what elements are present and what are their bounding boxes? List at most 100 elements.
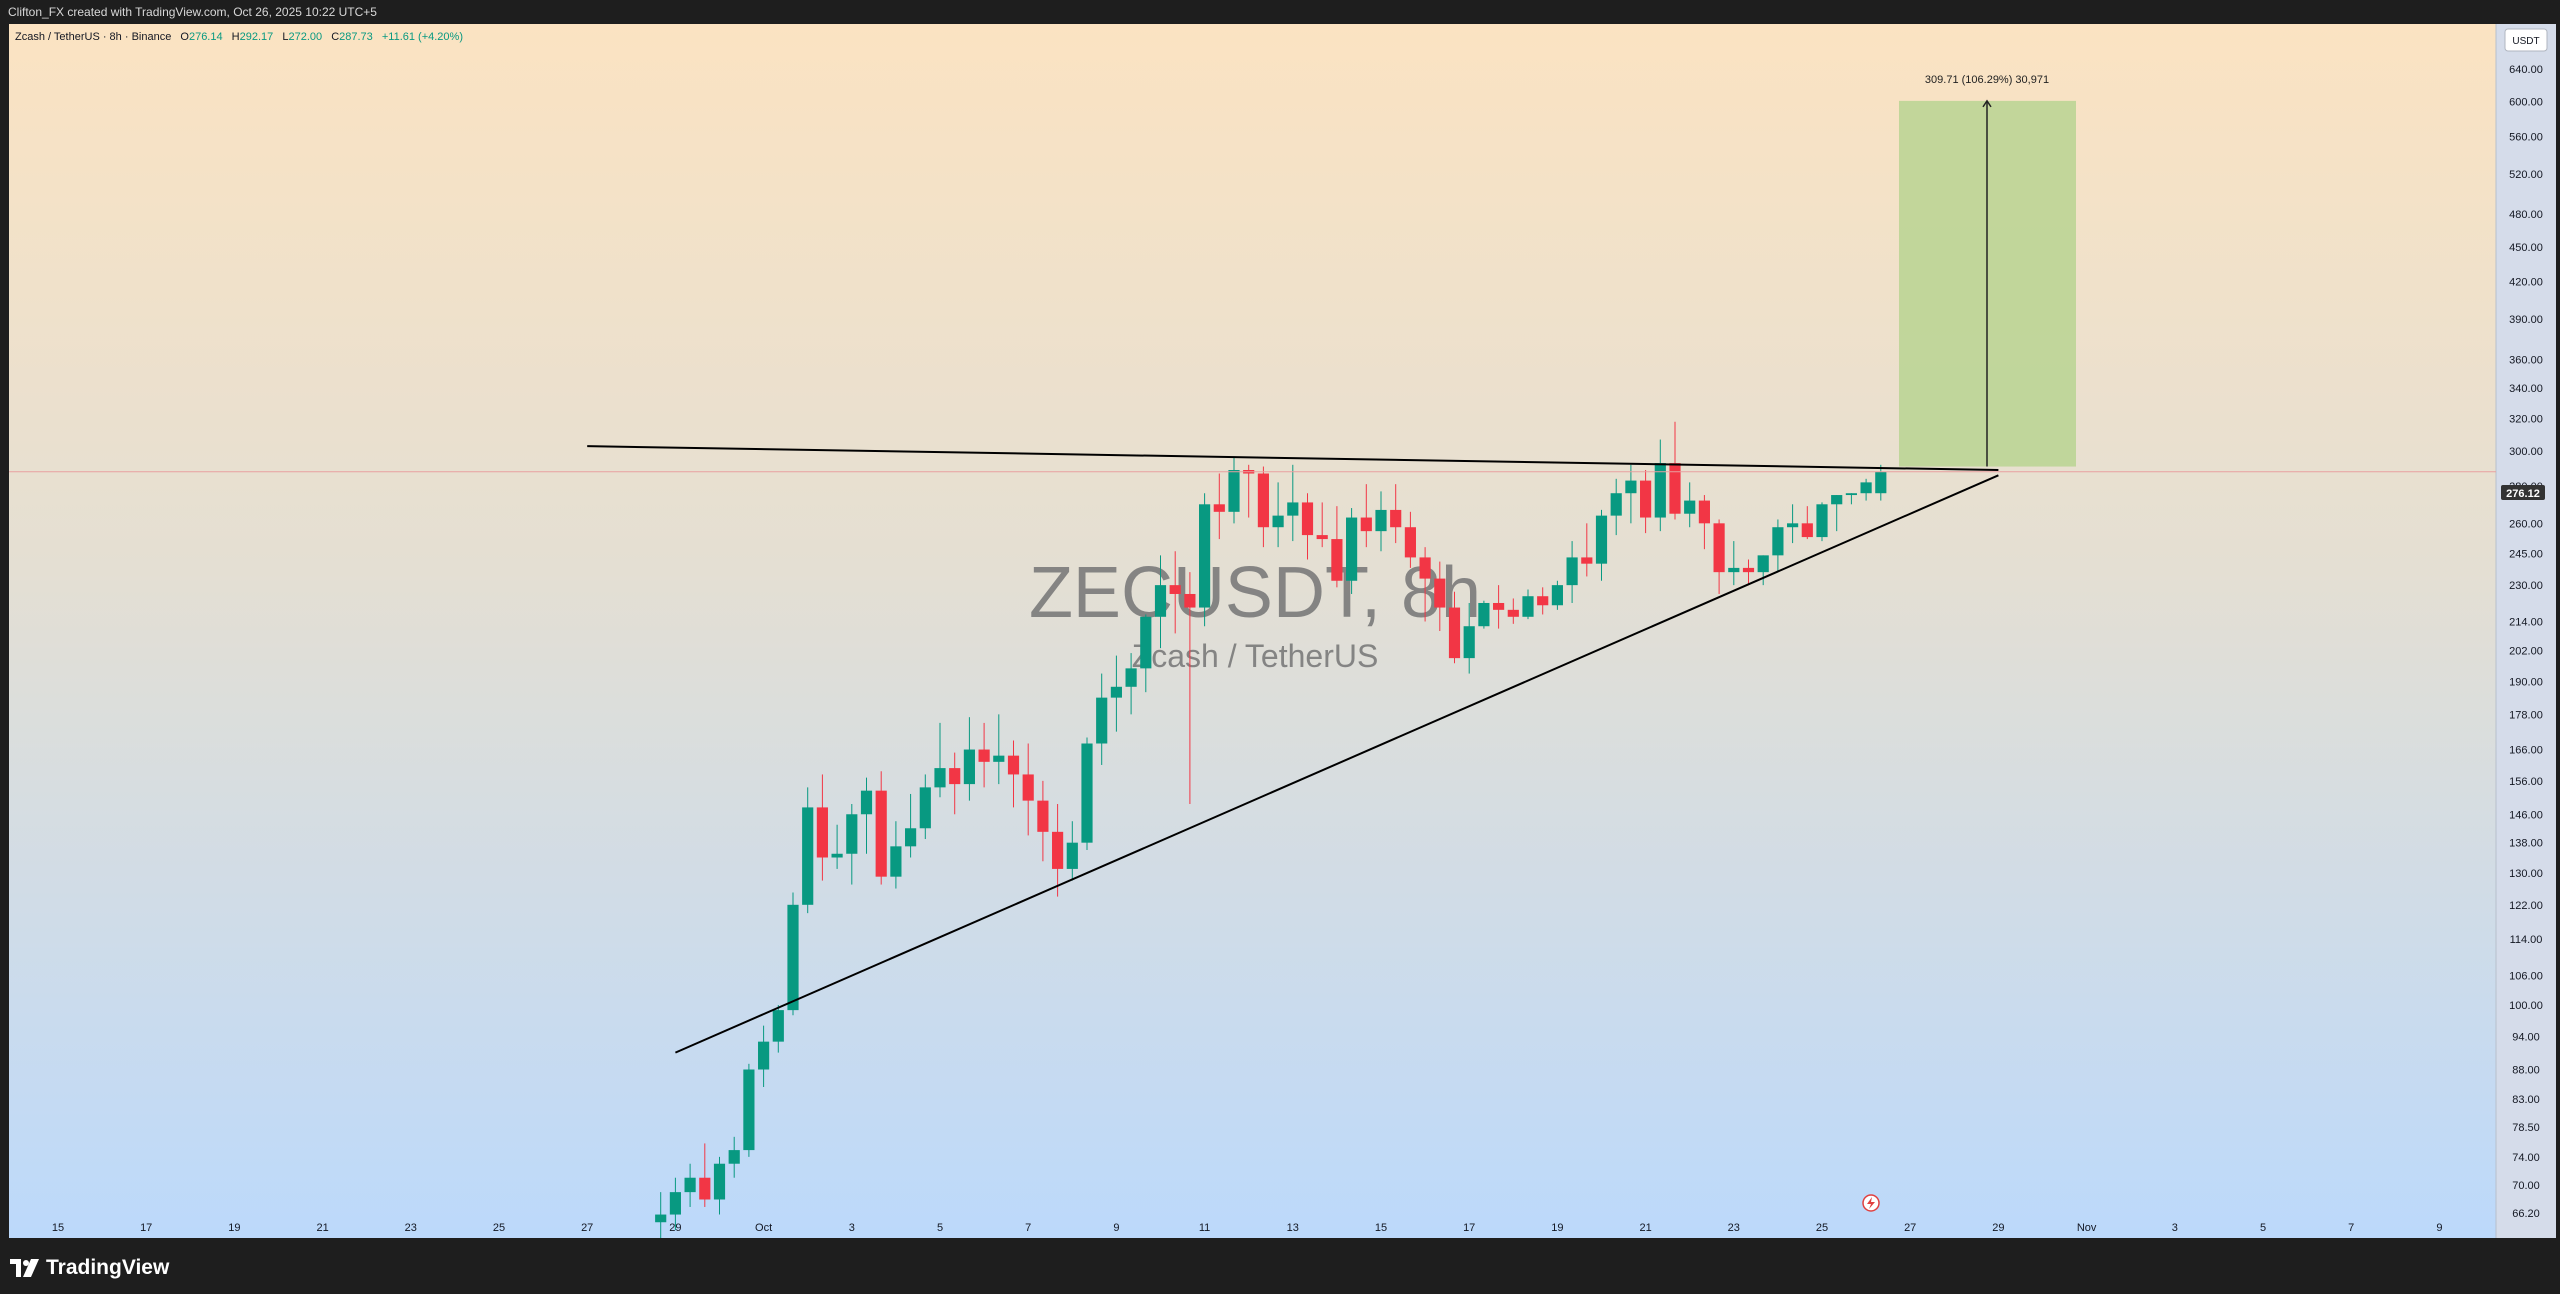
candle-body bbox=[1595, 515, 1608, 564]
candle-body bbox=[1331, 539, 1343, 581]
candle-body bbox=[1096, 697, 1108, 744]
candle-body bbox=[772, 1010, 784, 1042]
price-tick-label: 202.00 bbox=[2509, 646, 2543, 658]
price-tick-label: 83.00 bbox=[2512, 1094, 2540, 1106]
candle-body bbox=[1184, 593, 1196, 608]
legend-open-label: O bbox=[180, 31, 189, 43]
candle-body bbox=[1434, 578, 1446, 608]
candle-body bbox=[699, 1177, 711, 1200]
footer: TradingView bbox=[0, 1240, 2560, 1294]
candle-body bbox=[919, 787, 931, 829]
last-price-value: 276.12 bbox=[2506, 488, 2540, 500]
candle-body bbox=[1742, 567, 1755, 573]
price-tick-label: 450.00 bbox=[2509, 242, 2543, 254]
candle-body bbox=[1698, 500, 1710, 524]
candle-body bbox=[1066, 842, 1078, 869]
event-flag-icon[interactable] bbox=[1862, 1194, 1880, 1212]
time-tick-label: 21 bbox=[1639, 1222, 1651, 1234]
candle-body bbox=[1845, 493, 1857, 496]
price-tick-label: 480.00 bbox=[2509, 209, 2543, 221]
time-tick-label: 17 bbox=[1463, 1222, 1475, 1234]
price-tick-label: 190.00 bbox=[2509, 676, 2543, 688]
price-tick-label: 166.00 bbox=[2509, 745, 2543, 757]
legend-high-label: H bbox=[232, 31, 240, 43]
candle-body bbox=[1022, 774, 1034, 801]
time-tick-label: 21 bbox=[316, 1222, 328, 1234]
trendlines[interactable] bbox=[587, 445, 1999, 1054]
price-tick-label: 88.00 bbox=[2512, 1065, 2540, 1077]
time-tick-label: 15 bbox=[52, 1222, 64, 1234]
candle-body bbox=[1287, 502, 1299, 516]
currency-badge[interactable]: USDT bbox=[2504, 28, 2548, 52]
legend-low: 272.00 bbox=[288, 31, 322, 43]
price-tick-label: 130.00 bbox=[2509, 868, 2543, 880]
candle-body bbox=[1301, 502, 1314, 536]
time-tick-label: Nov bbox=[2077, 1222, 2097, 1234]
time-tick-label: 27 bbox=[581, 1222, 593, 1234]
legend-symbol: Zcash / TetherUS · 8h · Binance bbox=[15, 31, 171, 43]
candle-body bbox=[1551, 585, 1563, 606]
candle-body bbox=[875, 790, 887, 877]
price-tick-label: 390.00 bbox=[2509, 314, 2543, 326]
watermark-subtitle: Zcash / TetherUS bbox=[1132, 638, 1379, 674]
price-tick-label: 138.00 bbox=[2509, 838, 2543, 850]
candle-body bbox=[1581, 557, 1593, 564]
candle-body bbox=[655, 1214, 667, 1223]
candle-body bbox=[1199, 504, 1211, 608]
candle-body bbox=[669, 1192, 681, 1215]
candle-body bbox=[1110, 686, 1122, 698]
candle-body bbox=[1684, 500, 1696, 514]
time-axis: 15 17 19 21 23 25 27 29 Oct 3 5 7 9 11 13 15 17 19 21 23 25 2… bbox=[52, 1222, 2443, 1234]
time-tick-label: 9 bbox=[2436, 1222, 2442, 1234]
candle-body bbox=[1052, 831, 1064, 869]
candle-body bbox=[1448, 607, 1461, 659]
candle-body bbox=[1346, 517, 1358, 581]
trendline-support[interactable] bbox=[675, 474, 1999, 1054]
price-tick-label: 340.00 bbox=[2509, 383, 2543, 395]
target-measure[interactable]: 309.71 (106.29%) 30,971 bbox=[1899, 74, 2076, 467]
candle-body bbox=[1640, 480, 1652, 518]
price-tick-label: 146.00 bbox=[2509, 809, 2543, 821]
price-tick-label: 300.00 bbox=[2509, 446, 2543, 458]
candle-body bbox=[1537, 596, 1549, 606]
currency-badge-label: USDT bbox=[2512, 36, 2539, 47]
price-axis: 66.20 70.00 74.00 78.50 83.00 88.00 94.00 100.0… bbox=[2509, 34, 2543, 1220]
candle-body bbox=[1816, 504, 1828, 538]
svg-text:Zcash / TetherUS · 8h · Binanc: Zcash / TetherUS · 8h · Binance O276.14 … bbox=[15, 31, 463, 43]
candle-body bbox=[934, 768, 946, 788]
candle-body bbox=[860, 790, 873, 815]
candle-body bbox=[1316, 535, 1328, 540]
price-tick-label: 70.00 bbox=[2512, 1180, 2540, 1192]
time-tick-label: 3 bbox=[849, 1222, 855, 1234]
time-tick-label: 19 bbox=[1551, 1222, 1563, 1234]
time-tick-label: 23 bbox=[405, 1222, 417, 1234]
last-price-badge: 276.12 bbox=[2501, 484, 2545, 500]
price-tick-label: 156.00 bbox=[2509, 776, 2543, 788]
legend-change: +11.61 (+4.20%) bbox=[382, 31, 463, 43]
price-tick-label: 114.00 bbox=[2510, 934, 2543, 946]
candle-body bbox=[743, 1069, 755, 1151]
candle-body bbox=[1625, 480, 1637, 494]
price-chart[interactable]: ZECUSDT, 8h Zcash / TetherUS 15 17 19 21 23 2… bbox=[0, 0, 2560, 1240]
price-tick-label: 320.00 bbox=[2509, 414, 2543, 426]
time-tick-label: 13 bbox=[1287, 1222, 1299, 1234]
time-tick-label: 17 bbox=[140, 1222, 152, 1234]
trendline-resistance[interactable] bbox=[587, 445, 1999, 472]
time-tick-label: 15 bbox=[1375, 1222, 1387, 1234]
candle-body bbox=[1419, 557, 1431, 579]
price-tick-label: 66.20 bbox=[2512, 1208, 2540, 1220]
time-tick-label: 7 bbox=[1025, 1222, 1031, 1234]
tradingview-logo[interactable]: TradingView bbox=[10, 1256, 169, 1280]
candlestick-series bbox=[655, 421, 1887, 1238]
candle-body bbox=[1463, 626, 1475, 659]
candle-body bbox=[1654, 463, 1666, 518]
price-tick-label: 94.00 bbox=[2512, 1031, 2540, 1043]
candle-body bbox=[1390, 509, 1402, 528]
time-tick-label: 27 bbox=[1904, 1222, 1916, 1234]
candle-body bbox=[1213, 504, 1225, 512]
price-tick-label: 122.00 bbox=[2509, 900, 2543, 912]
watermark-title: ZECUSDT, 8h bbox=[1029, 553, 1481, 633]
price-tick-label: 178.00 bbox=[2509, 709, 2543, 721]
candle-body bbox=[1669, 463, 1681, 514]
price-tick-label: 106.00 bbox=[2509, 971, 2543, 983]
